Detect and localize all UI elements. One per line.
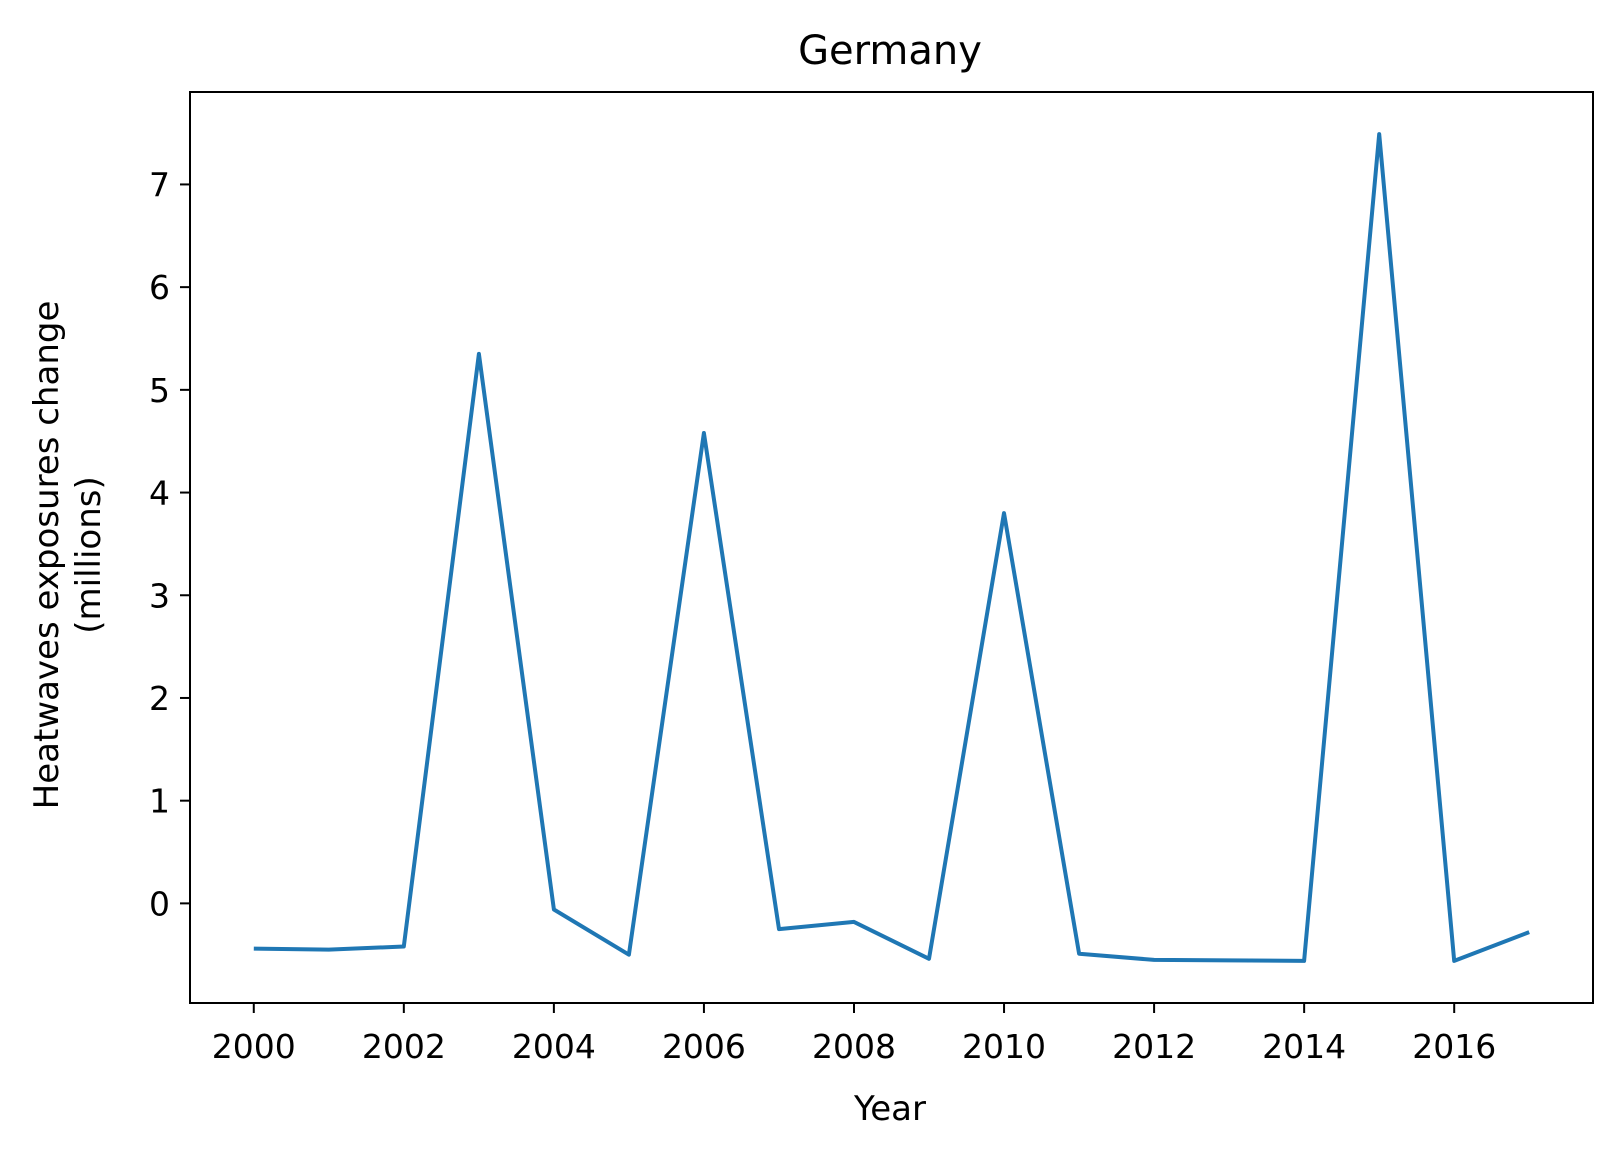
y-tick-label: 3: [149, 576, 170, 615]
axes-frame: [189, 91, 1594, 1004]
y-tick-label: 1: [149, 782, 170, 821]
chart-title: Germany: [798, 28, 982, 74]
x-axis: 2000 2002 2004 2006 2008 2010 2012 2014 2016: [212, 1003, 1496, 1066]
x-tick-label: 2000: [212, 1027, 296, 1066]
x-axis-label: Year: [853, 1089, 926, 1129]
plot-area: [189, 91, 1594, 1004]
x-tick-label: 2006: [662, 1027, 746, 1066]
x-tick-label: 2002: [362, 1027, 446, 1066]
x-tick-label: 2008: [812, 1027, 896, 1066]
x-tick-label: 2014: [1262, 1027, 1346, 1066]
y-tick-label: 4: [149, 474, 170, 513]
y-tick-label: 0: [149, 884, 170, 923]
y-tick-label: 7: [149, 165, 170, 204]
x-tick-label: 2004: [512, 1027, 596, 1066]
series-line-0: [253, 132, 1530, 963]
y-tick-label: 2: [149, 679, 170, 718]
y-axis-label: Heatwaves exposures change (millions): [27, 301, 109, 810]
y-axis: 0 1 2 3 4 5 6 7: [149, 165, 190, 923]
y-axis-label-line-1: Heatwaves exposures change: [27, 301, 67, 810]
x-tick-label: 2010: [962, 1027, 1046, 1066]
y-axis-label-line-2: (millions): [69, 476, 109, 634]
y-tick-label: 6: [149, 268, 170, 307]
y-tick-label: 5: [149, 371, 170, 410]
x-tick-label: 2016: [1412, 1027, 1496, 1066]
x-tick-label: 2012: [1112, 1027, 1196, 1066]
